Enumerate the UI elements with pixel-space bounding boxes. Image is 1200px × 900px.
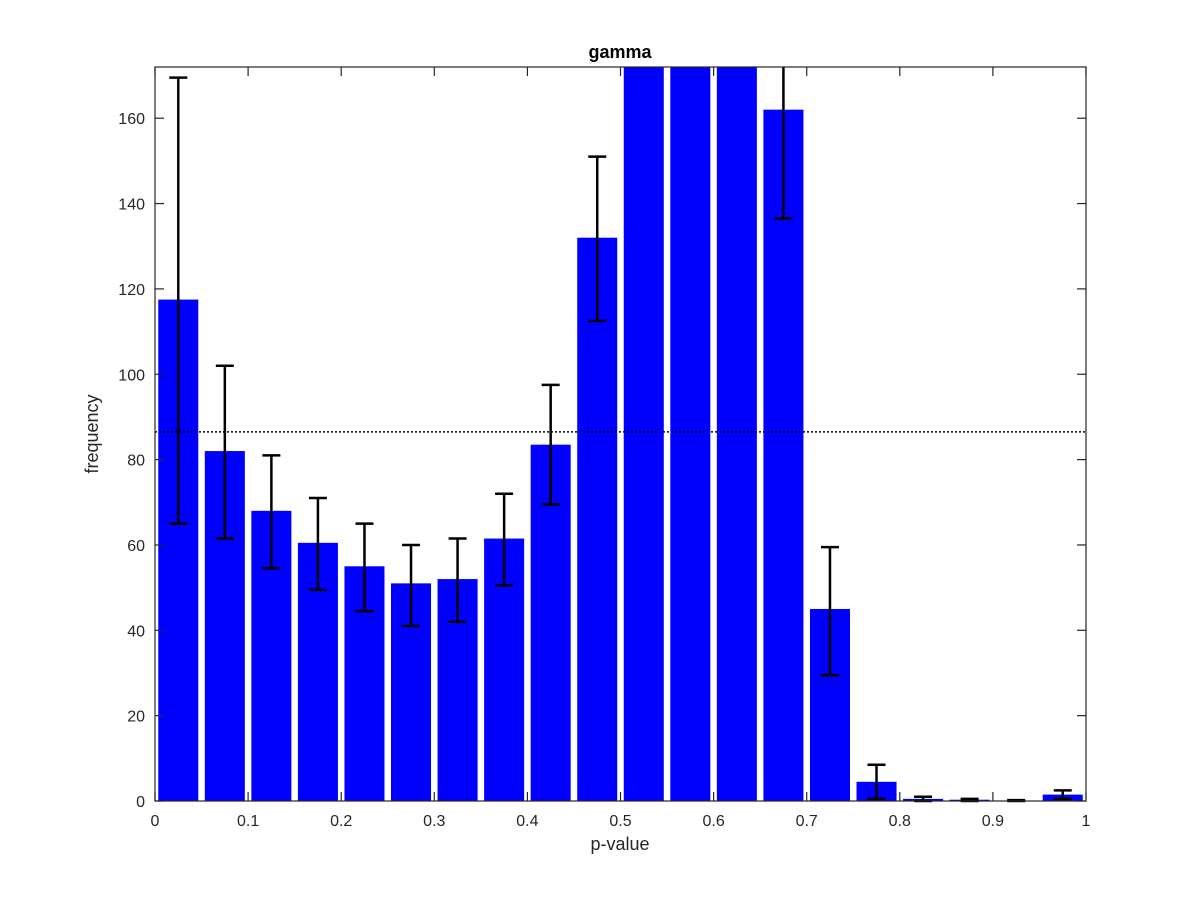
y-tick-label: 140 (118, 197, 145, 214)
bar-13 (763, 109, 804, 802)
x-tick-label: 0.5 (609, 813, 631, 830)
plot-area (155, 67, 1086, 801)
errorbar-14 (820, 545, 839, 677)
x-tick-label: 0.1 (237, 813, 259, 830)
errorbar-3 (308, 496, 327, 592)
y-tick-label: 120 (118, 282, 145, 299)
x-tick-label: 0.2 (330, 813, 352, 830)
y-tick-label: 40 (127, 623, 145, 640)
errorbar-5 (402, 543, 421, 628)
y-tick-label: 20 (127, 709, 145, 726)
y-tick-label: 160 (118, 111, 145, 128)
errorbar-9 (588, 155, 607, 323)
errorbar-15 (867, 763, 886, 801)
x-tick-label: 0.4 (516, 813, 538, 830)
errorbar-7 (495, 492, 514, 587)
errorbar-2 (262, 454, 281, 570)
y-tick-label: 80 (127, 453, 145, 470)
errorbar-6 (448, 537, 467, 624)
errorbar-19 (1053, 789, 1072, 801)
tick-labels-group: 0 0.1 0.2 0.3 0.4 0.5 0.6 0.7 0.8 0.9 1 0 20 40 60 80 10… (118, 111, 1090, 830)
errorbar-1 (215, 364, 234, 540)
bar-11 (670, 67, 711, 801)
errorbar-8 (541, 383, 560, 506)
bar-9 (577, 237, 618, 801)
y-tick-label: 60 (127, 538, 145, 555)
y-tick-label: 100 (118, 367, 145, 384)
bars-group (158, 67, 1083, 802)
x-tick-label: 1 (1082, 813, 1091, 830)
errorbar-0 (169, 76, 188, 525)
plot-frame (154, 66, 1087, 802)
x-axis-label: p-value (590, 834, 649, 854)
errorbar-13 (774, 67, 793, 220)
x-tick-label: 0.3 (423, 813, 445, 830)
x-tick-label: 0.7 (796, 813, 818, 830)
x-tick-label: 0.8 (889, 813, 911, 830)
errorbar-4 (355, 522, 374, 613)
bar-10 (623, 67, 664, 801)
bar-12 (716, 67, 757, 801)
y-tick-label: 0 (136, 794, 145, 811)
x-tick-label: 0 (151, 813, 160, 830)
x-tick-label: 0.9 (982, 813, 1004, 830)
x-tick-label: 0.6 (702, 813, 724, 830)
chart-title: gamma (588, 42, 652, 62)
y-axis-label: frequency (82, 394, 102, 473)
